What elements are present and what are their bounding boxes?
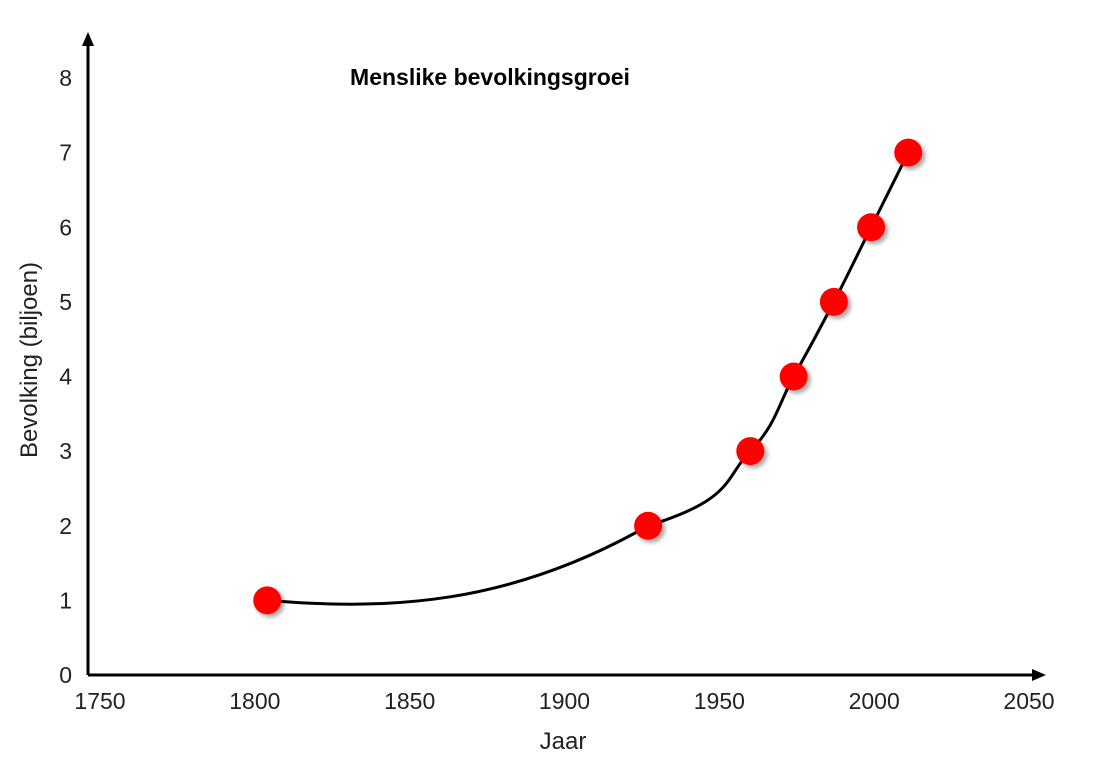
y-tick-label: 0 [59, 662, 72, 688]
data-point [253, 586, 282, 615]
data-points [253, 138, 923, 615]
data-point [857, 213, 886, 242]
y-tick-label: 6 [59, 214, 72, 240]
trend-line [267, 151, 910, 606]
data-point [819, 287, 848, 316]
x-tick-label: 2000 [849, 688, 900, 714]
x-tick-label: 2050 [1003, 688, 1054, 714]
data-point [736, 437, 765, 466]
x-axis-arrow [1032, 669, 1046, 681]
x-tick-label: 1900 [539, 688, 590, 714]
x-tick-label: 1950 [694, 688, 745, 714]
x-tick-label: 1800 [229, 688, 280, 714]
chart-title: Menslike bevolkingsgroei [350, 64, 630, 90]
y-axis-title: Bevolking (biljoen) [16, 262, 43, 458]
x-tick-labels: 1750 1800 1850 1900 1950 2000 2050 [74, 688, 1054, 714]
y-tick-labels: 0 1 2 3 4 5 6 7 8 [59, 65, 72, 688]
y-tick-label: 1 [59, 587, 72, 613]
data-point [894, 138, 923, 167]
data-point [634, 511, 663, 540]
data-point [779, 362, 808, 391]
axes [82, 32, 1046, 681]
x-tick-label: 1750 [74, 688, 125, 714]
x-tick-label: 1850 [384, 688, 435, 714]
y-tick-label: 3 [59, 438, 72, 464]
y-tick-label: 2 [59, 513, 72, 539]
y-tick-label: 7 [59, 140, 72, 166]
x-axis-title: Jaar [540, 728, 587, 755]
y-axis-arrow [82, 32, 94, 46]
y-tick-label: 8 [59, 65, 72, 91]
y-tick-label: 5 [59, 289, 72, 315]
y-tick-label: 4 [59, 364, 72, 390]
